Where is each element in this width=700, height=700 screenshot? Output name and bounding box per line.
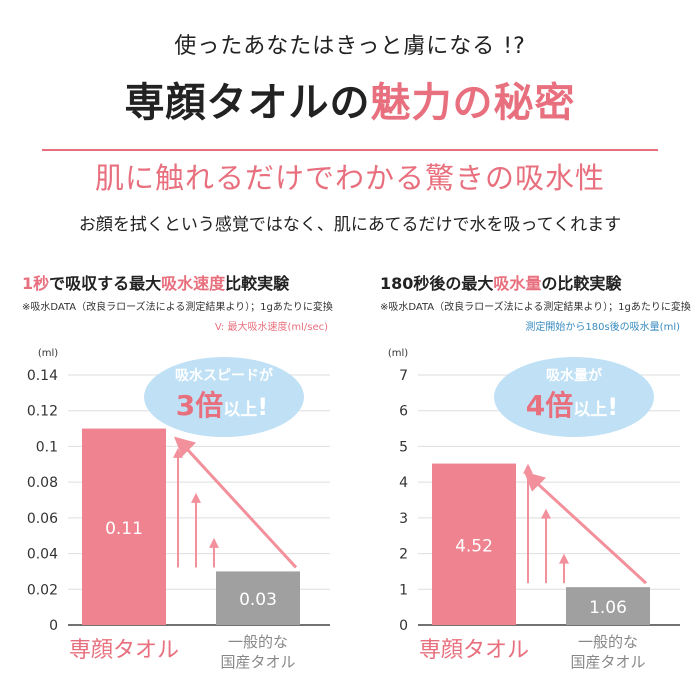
chart-right-y-tick: 0: [399, 618, 408, 634]
chart-left-y-tick: 0.02: [27, 582, 58, 598]
chart-left-title-part-2: で吸収する最大: [49, 274, 162, 293]
chart-left-y-tick: 0.08: [27, 475, 58, 491]
chart-left-y-tick: 0.04: [27, 547, 58, 563]
chart-right-data-label-2: 1.06: [589, 598, 627, 618]
chart-right-bubble: [494, 357, 654, 437]
chart-right-up-arrowhead-2: [541, 508, 551, 519]
description: お顔を拭くという感覚ではなく、肌にあてるだけで水を吸ってくれます: [78, 215, 622, 235]
chart-right-title-part-2: 吸水量: [493, 274, 542, 293]
chart-left-data-label-2: 0.03: [239, 590, 277, 610]
title-main: 専顔タオルの: [124, 80, 371, 126]
chart-right-up-arrowhead-1: [523, 463, 533, 474]
page-title: 専顔タオルの魅力の秘密: [0, 70, 700, 128]
chart-left-diagonal-arrowhead: [174, 436, 196, 457]
chart-right-diagonal-arrow: [530, 477, 648, 585]
chart-left-y-tick: 0.1: [36, 439, 58, 455]
chart-right-unit-label: (ml): [388, 348, 408, 359]
chart-right-y-tick: 5: [399, 439, 408, 455]
chart-right-y-tick: 6: [399, 404, 408, 420]
chart-left-bubble-highlight: 3倍以上!: [176, 389, 268, 422]
chart-right-category-label-1: 専顔タオル: [419, 638, 529, 663]
chart-right-category-label-2: 国産タオル: [570, 653, 645, 671]
chart-right-y-tick: 3: [399, 511, 408, 527]
chart-right-bar-2: [566, 587, 650, 625]
chart-left-category-label-2: 一般的な: [228, 633, 288, 651]
chart-right-legend-note: 測定開始から180s後の吸水量(ml): [525, 322, 680, 333]
chart-left-unit-label: (ml): [38, 348, 58, 359]
chart-left-bar-1: [82, 428, 166, 625]
chart-left-category-label-2: 国産タオル: [220, 653, 295, 671]
chart-left-title-part-4: 比較実験: [225, 274, 290, 293]
chart-right-bubble-line1: 吸水量が: [546, 367, 603, 384]
tagline: 使ったあなたはきっと虜になる !?: [174, 34, 526, 59]
chart-right-diagonal-arrowhead: [524, 471, 546, 492]
chart-right-title-part-1: 180秒後の最大: [380, 274, 494, 293]
chart-left-note: ※吸水DATA（改良ラローズ法による測定結果より）；1gあたりに変換: [22, 302, 333, 313]
chart-left-bar-2: [216, 571, 300, 625]
chart-left-y-tick: 0.12: [27, 404, 58, 420]
chart-left-title-part-3: 吸水速度: [161, 274, 226, 293]
chart-left-legend-note: V: 最大吸水速度(ml/sec): [214, 322, 328, 333]
subtitle-divider: [42, 149, 658, 201]
chart-right-category-label-2: 一般的な: [578, 633, 638, 651]
chart-left-bubble-line1: 吸水スピードが: [175, 367, 274, 384]
chart-right-y-tick: 1: [399, 582, 408, 598]
chart-left-y-tick: 0: [49, 618, 58, 634]
chart-left-title-part-1: 1秒: [22, 274, 50, 293]
chart-left: (ml) 0 0.02 0.04 0.06 0.08 0.1 0.12 0.14 0.11 専顔タオ…: [27, 348, 330, 671]
chart-left-bubble: [144, 357, 304, 437]
chart-right-y-tick: 2: [399, 547, 408, 563]
chart-left-up-arrowhead-3: [209, 537, 219, 548]
chart-right-bar-1: [432, 463, 516, 625]
chart-left-up-arrowhead-2: [191, 492, 201, 503]
subtitle: 肌に触れるだけでわかる驚きの吸水性: [94, 161, 605, 195]
chart-left-category-label-1: 専顔タオル: [69, 638, 179, 663]
chart-left-y-tick: 0.06: [27, 511, 58, 527]
chart-right-note: ※吸水DATA（改良ラローズ法による測定結果より）；1gあたりに変換: [380, 302, 691, 313]
chart-right-y-tick: 7: [399, 368, 408, 384]
chart-right-y-tick: 4: [399, 475, 408, 491]
chart-left-title: 1秒で吸収する最大吸水速度比較実験: [22, 270, 289, 294]
chart-right-bubble-highlight: 4倍以上!: [526, 389, 618, 422]
title-highlight: 魅力の秘密: [370, 80, 576, 126]
chart-left-y-tick: 0.14: [27, 368, 58, 384]
chart-right-up-arrowhead-3: [559, 553, 569, 564]
chart-right-title-part-3: の比較実験: [541, 274, 622, 293]
chart-left-data-label-1: 0.11: [105, 519, 143, 539]
chart-right-title: 180秒後の最大吸水量の比較実験: [380, 270, 621, 294]
chart-right-data-label-1: 4.52: [455, 536, 493, 556]
chart-left-diagonal-arrow: [180, 442, 298, 569]
chart-left-up-arrowhead-1: [173, 447, 183, 458]
